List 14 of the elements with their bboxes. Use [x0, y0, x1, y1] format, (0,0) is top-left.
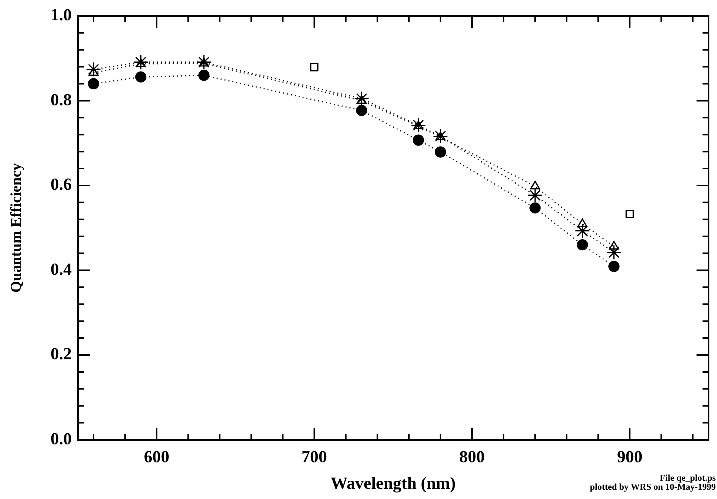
text: File qe_plot.ps: [660, 473, 716, 483]
text: plotted by WRS on 10-May-1999: [590, 482, 716, 492]
x-tick-label: 600: [144, 448, 170, 467]
y-tick-label: 0.6: [50, 175, 72, 194]
x-axis-title: Wavelength (nm): [330, 474, 456, 494]
y-tick-label: 0.2: [50, 344, 72, 364]
y-tick-label: 0.4: [50, 260, 72, 279]
x-tick-label: 700: [302, 448, 328, 467]
y-axis-title: Quantum Efficiency: [8, 162, 25, 293]
y-tick-label: 0.8: [50, 90, 72, 110]
x-tick-label: 900: [617, 448, 643, 467]
y-tick-label: 1.0: [50, 6, 72, 25]
x-tick-label: 800: [460, 448, 485, 467]
y-tick-label: 0.0: [50, 429, 72, 448]
